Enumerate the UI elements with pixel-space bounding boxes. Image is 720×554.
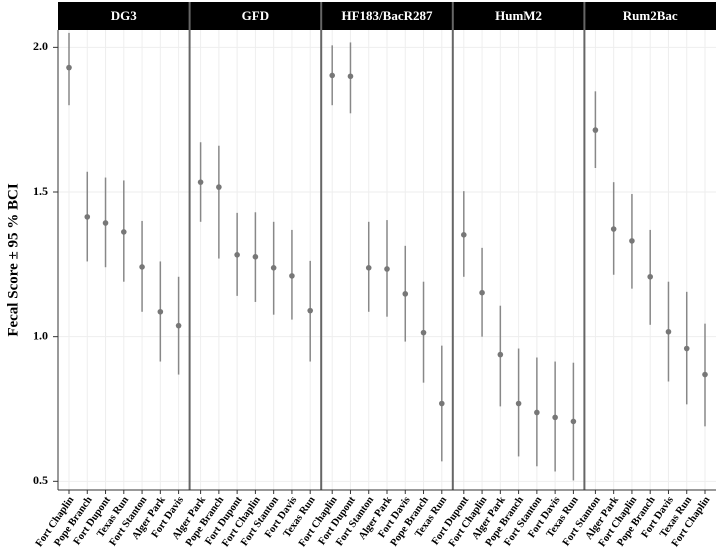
- point: [175, 322, 182, 329]
- point: [234, 251, 240, 258]
- point: [84, 214, 91, 220]
- point: [420, 329, 427, 336]
- y-tick-label: 1.5: [33, 184, 48, 198]
- point: [515, 400, 522, 407]
- point: [683, 345, 690, 352]
- y-axis-label: Fecal Score ± 95 % BCI: [5, 183, 21, 337]
- point: [157, 308, 164, 315]
- point: [329, 72, 336, 79]
- point: [139, 264, 145, 270]
- strip: [321, 2, 453, 30]
- panel-title: Rum2Bac: [623, 8, 678, 23]
- point: [347, 73, 354, 80]
- point: [552, 414, 558, 421]
- panel-title: GFD: [242, 8, 269, 23]
- point: [402, 291, 409, 297]
- strip: [452, 2, 585, 30]
- point: [592, 127, 599, 133]
- panel-title: HF183/BacR287: [342, 8, 433, 23]
- point: [289, 273, 295, 279]
- point: [665, 328, 672, 335]
- strip: [189, 2, 322, 30]
- point: [702, 371, 708, 378]
- strip: [584, 2, 716, 30]
- point: [479, 289, 485, 296]
- point: [629, 238, 635, 244]
- point: [384, 266, 390, 272]
- point: [270, 265, 277, 271]
- point: [121, 229, 127, 235]
- y-tick-label: 2.0: [33, 39, 48, 53]
- point: [197, 179, 204, 185]
- point: [365, 265, 372, 271]
- point: [570, 418, 577, 425]
- point: [66, 64, 72, 71]
- panel-title: DG3: [111, 8, 138, 23]
- point: [307, 307, 314, 314]
- point: [102, 220, 109, 226]
- point: [610, 226, 617, 232]
- point: [647, 273, 653, 280]
- strip: [58, 2, 190, 30]
- point: [252, 254, 259, 260]
- point: [497, 351, 504, 358]
- point: [216, 184, 222, 190]
- point: [439, 400, 445, 407]
- point: [534, 409, 540, 416]
- point: [461, 232, 467, 238]
- y-tick-label: 0.5: [33, 473, 48, 487]
- y-tick-label: 1.0: [33, 328, 48, 342]
- panel-title: HumM2: [495, 8, 542, 23]
